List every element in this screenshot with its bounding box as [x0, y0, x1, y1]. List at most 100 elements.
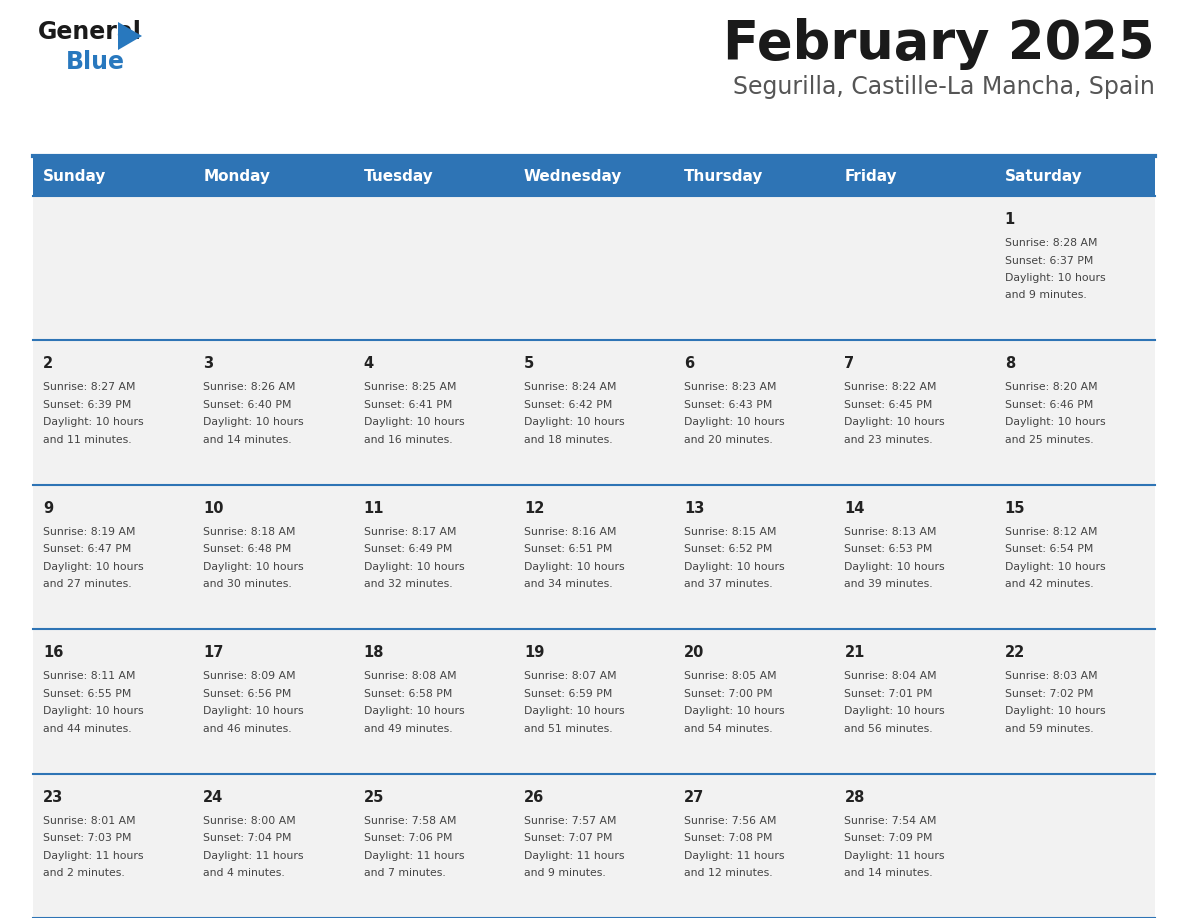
Text: Daylight: 10 hours: Daylight: 10 hours — [684, 706, 785, 716]
Text: Sunrise: 8:01 AM: Sunrise: 8:01 AM — [43, 815, 135, 825]
Text: Daylight: 11 hours: Daylight: 11 hours — [845, 851, 944, 860]
Text: Daylight: 10 hours: Daylight: 10 hours — [524, 418, 625, 428]
Text: 9: 9 — [43, 501, 53, 516]
Text: Sunset: 6:42 PM: Sunset: 6:42 PM — [524, 400, 612, 410]
Text: Sunset: 7:08 PM: Sunset: 7:08 PM — [684, 834, 772, 843]
Text: and 16 minutes.: and 16 minutes. — [364, 435, 453, 445]
Text: Tuesday: Tuesday — [364, 170, 434, 185]
Bar — [33, 485, 1155, 629]
Text: Daylight: 10 hours: Daylight: 10 hours — [524, 706, 625, 716]
Text: Sunset: 6:37 PM: Sunset: 6:37 PM — [1005, 255, 1093, 265]
Text: 22: 22 — [1005, 645, 1025, 660]
Text: 20: 20 — [684, 645, 704, 660]
Text: Sunrise: 7:57 AM: Sunrise: 7:57 AM — [524, 815, 617, 825]
Text: 28: 28 — [845, 789, 865, 804]
Text: Daylight: 10 hours: Daylight: 10 hours — [364, 562, 465, 572]
Text: Thursday: Thursday — [684, 170, 764, 185]
Bar — [33, 158, 1155, 196]
Text: and 23 minutes.: and 23 minutes. — [845, 435, 933, 445]
Text: Sunset: 7:01 PM: Sunset: 7:01 PM — [845, 688, 933, 699]
Text: Sunrise: 8:17 AM: Sunrise: 8:17 AM — [364, 527, 456, 537]
Text: and 37 minutes.: and 37 minutes. — [684, 579, 772, 589]
Text: 18: 18 — [364, 645, 384, 660]
Text: Daylight: 10 hours: Daylight: 10 hours — [1005, 562, 1105, 572]
Text: 11: 11 — [364, 501, 384, 516]
Text: Sunrise: 8:18 AM: Sunrise: 8:18 AM — [203, 527, 296, 537]
Text: and 32 minutes.: and 32 minutes. — [364, 579, 453, 589]
Text: 14: 14 — [845, 501, 865, 516]
Text: Sunrise: 7:56 AM: Sunrise: 7:56 AM — [684, 815, 777, 825]
Text: and 42 minutes.: and 42 minutes. — [1005, 579, 1093, 589]
Text: Sunrise: 7:54 AM: Sunrise: 7:54 AM — [845, 815, 937, 825]
Text: Sunrise: 8:00 AM: Sunrise: 8:00 AM — [203, 815, 296, 825]
Text: 3: 3 — [203, 356, 214, 372]
Text: Sunrise: 8:11 AM: Sunrise: 8:11 AM — [43, 671, 135, 681]
Text: 7: 7 — [845, 356, 854, 372]
Text: Sunset: 6:47 PM: Sunset: 6:47 PM — [43, 544, 132, 554]
Text: Sunset: 6:53 PM: Sunset: 6:53 PM — [845, 544, 933, 554]
Text: 8: 8 — [1005, 356, 1015, 372]
Text: 6: 6 — [684, 356, 694, 372]
Text: 12: 12 — [524, 501, 544, 516]
Text: and 59 minutes.: and 59 minutes. — [1005, 723, 1093, 733]
Text: and 14 minutes.: and 14 minutes. — [203, 435, 292, 445]
Text: Sunset: 6:45 PM: Sunset: 6:45 PM — [845, 400, 933, 410]
Text: and 7 minutes.: and 7 minutes. — [364, 868, 446, 879]
Polygon shape — [118, 22, 143, 50]
Text: Daylight: 11 hours: Daylight: 11 hours — [684, 851, 784, 860]
Text: Daylight: 11 hours: Daylight: 11 hours — [364, 851, 465, 860]
Text: 4: 4 — [364, 356, 374, 372]
Text: Sunrise: 7:58 AM: Sunrise: 7:58 AM — [364, 815, 456, 825]
Text: Sunrise: 8:27 AM: Sunrise: 8:27 AM — [43, 383, 135, 392]
Text: Sunrise: 8:03 AM: Sunrise: 8:03 AM — [1005, 671, 1098, 681]
Text: 27: 27 — [684, 789, 704, 804]
Text: Sunrise: 8:26 AM: Sunrise: 8:26 AM — [203, 383, 296, 392]
Text: Sunday: Sunday — [43, 170, 107, 185]
Text: Sunrise: 8:08 AM: Sunrise: 8:08 AM — [364, 671, 456, 681]
Text: Daylight: 10 hours: Daylight: 10 hours — [203, 706, 304, 716]
Text: and 44 minutes.: and 44 minutes. — [43, 723, 132, 733]
Text: Sunrise: 8:15 AM: Sunrise: 8:15 AM — [684, 527, 777, 537]
Text: Sunrise: 8:09 AM: Sunrise: 8:09 AM — [203, 671, 296, 681]
Text: 2: 2 — [43, 356, 53, 372]
Text: Sunrise: 8:13 AM: Sunrise: 8:13 AM — [845, 527, 937, 537]
Text: and 2 minutes.: and 2 minutes. — [43, 868, 125, 879]
Text: Sunset: 6:55 PM: Sunset: 6:55 PM — [43, 688, 132, 699]
Text: Sunset: 6:51 PM: Sunset: 6:51 PM — [524, 544, 612, 554]
Text: 15: 15 — [1005, 501, 1025, 516]
Text: and 9 minutes.: and 9 minutes. — [524, 868, 606, 879]
Text: Daylight: 10 hours: Daylight: 10 hours — [845, 418, 944, 428]
Text: Monday: Monday — [203, 170, 271, 185]
Text: 25: 25 — [364, 789, 384, 804]
Text: Daylight: 10 hours: Daylight: 10 hours — [524, 562, 625, 572]
Text: Sunrise: 8:04 AM: Sunrise: 8:04 AM — [845, 671, 937, 681]
Text: and 49 minutes.: and 49 minutes. — [364, 723, 453, 733]
Text: Daylight: 10 hours: Daylight: 10 hours — [203, 418, 304, 428]
Text: Daylight: 10 hours: Daylight: 10 hours — [43, 418, 144, 428]
Text: Daylight: 11 hours: Daylight: 11 hours — [43, 851, 144, 860]
Text: 21: 21 — [845, 645, 865, 660]
Text: Sunset: 6:43 PM: Sunset: 6:43 PM — [684, 400, 772, 410]
Text: and 20 minutes.: and 20 minutes. — [684, 435, 773, 445]
Text: Daylight: 10 hours: Daylight: 10 hours — [684, 418, 785, 428]
Text: Sunset: 7:03 PM: Sunset: 7:03 PM — [43, 834, 132, 843]
Bar — [33, 196, 1155, 341]
Text: Daylight: 10 hours: Daylight: 10 hours — [1005, 706, 1105, 716]
Text: Sunrise: 8:19 AM: Sunrise: 8:19 AM — [43, 527, 135, 537]
Text: 17: 17 — [203, 645, 223, 660]
Text: and 14 minutes.: and 14 minutes. — [845, 868, 933, 879]
Text: and 4 minutes.: and 4 minutes. — [203, 868, 285, 879]
Text: Saturday: Saturday — [1005, 170, 1082, 185]
Text: and 56 minutes.: and 56 minutes. — [845, 723, 933, 733]
Text: 19: 19 — [524, 645, 544, 660]
Text: Sunset: 6:58 PM: Sunset: 6:58 PM — [364, 688, 451, 699]
Text: Sunset: 7:06 PM: Sunset: 7:06 PM — [364, 834, 453, 843]
Text: and 11 minutes.: and 11 minutes. — [43, 435, 132, 445]
Text: Daylight: 10 hours: Daylight: 10 hours — [1005, 273, 1105, 283]
Text: Sunrise: 8:23 AM: Sunrise: 8:23 AM — [684, 383, 777, 392]
Text: Daylight: 10 hours: Daylight: 10 hours — [364, 418, 465, 428]
Text: Daylight: 10 hours: Daylight: 10 hours — [364, 706, 465, 716]
Text: Sunset: 7:09 PM: Sunset: 7:09 PM — [845, 834, 933, 843]
Text: and 9 minutes.: and 9 minutes. — [1005, 290, 1087, 300]
Text: Sunset: 6:54 PM: Sunset: 6:54 PM — [1005, 544, 1093, 554]
